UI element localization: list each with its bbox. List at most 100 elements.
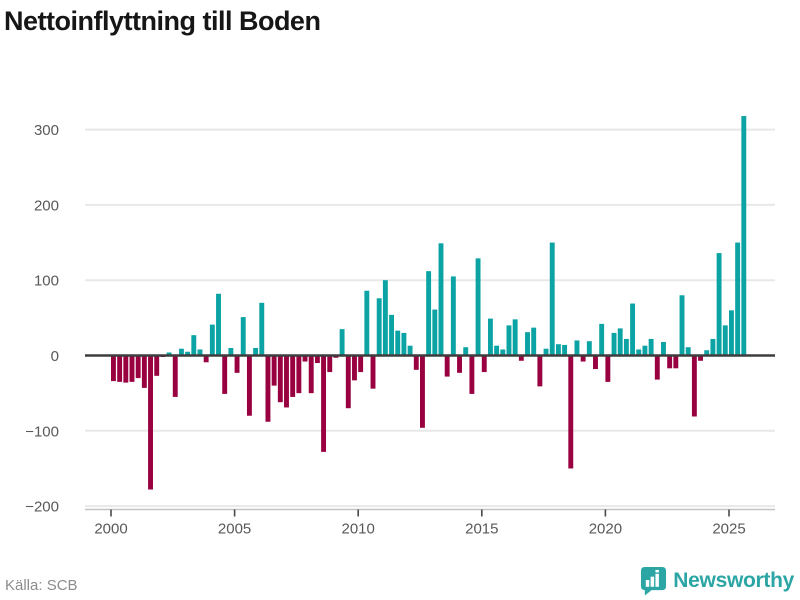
bar [704,350,710,356]
bar [518,355,524,361]
bar [382,280,388,356]
bar [426,271,432,356]
bar [240,317,246,356]
bar [735,242,741,356]
bar [222,355,228,394]
bar [679,295,685,356]
bar [630,303,636,356]
bar [364,290,370,356]
bar [246,355,252,416]
bar [673,355,679,369]
bar [141,355,147,388]
bar [413,355,419,370]
bar [166,352,172,356]
source-label: Källa: SCB [5,577,78,594]
bar [290,355,296,397]
bar [123,355,129,383]
y-tick-label: 0 [51,348,59,365]
bar [389,314,394,356]
y-tick-label: 100 [34,273,59,290]
y-tick-label: −100 [25,423,59,440]
bar [277,355,283,403]
bar [228,347,234,356]
bar [481,355,487,373]
bar [512,319,518,356]
y-tick-label: 200 [34,197,59,214]
bar [525,332,530,356]
bar [648,338,654,356]
bar [469,355,475,394]
bar [568,355,574,469]
bar [432,309,438,356]
bar [395,330,401,356]
bar [667,355,673,369]
bar [209,324,215,356]
bar [716,253,722,356]
bar [111,355,116,382]
x-tick-label: 2010 [342,521,375,538]
bar [407,345,413,356]
bar [698,355,703,361]
bar [463,347,469,356]
bar [623,338,629,356]
bar [327,355,333,373]
bar [611,332,617,356]
bar [599,323,605,356]
bar [401,332,407,356]
y-axis-labels: 300 200 100 0 −100 −200 [25,122,59,515]
bar [352,355,357,381]
bar [296,355,302,394]
bar [420,355,425,428]
bar [265,355,271,422]
newsworthy-logo-icon [641,567,667,596]
bar [710,338,716,356]
bar [148,355,153,490]
bar [308,355,314,394]
x-axis [85,508,775,517]
bar [475,258,481,356]
bar [358,355,364,373]
bar [593,355,598,370]
bar [605,355,611,382]
bar [216,293,221,356]
y-tick-label: −200 [25,499,59,516]
bar [506,325,512,356]
bar [642,345,648,356]
bar [580,355,586,362]
bar [314,355,320,364]
bar [321,355,327,452]
bar [537,355,543,387]
bars [111,116,747,490]
bar [259,302,265,356]
bar [487,318,493,356]
bar [197,349,203,356]
bar [586,341,592,356]
bar [203,355,209,363]
bar [722,325,728,356]
bar [543,348,549,356]
bar [438,243,444,356]
bar [562,344,568,356]
bar [531,327,537,356]
bar [685,347,691,356]
bar [549,242,555,356]
bar [661,341,666,356]
chart-title: Nettoinflyttning till Boden [4,6,321,36]
bar [444,355,450,377]
x-tick-label: 2025 [712,521,745,538]
bar [729,310,734,356]
bar [135,355,141,379]
bar [129,355,135,382]
bar [172,355,178,397]
bar [654,355,660,380]
bar [302,355,308,362]
bar [555,344,561,356]
bar [284,355,289,408]
bar [457,355,462,373]
brand-logo: Newsworthy [640,566,794,596]
bar [178,348,184,356]
bar [191,335,197,356]
bar [617,328,623,356]
